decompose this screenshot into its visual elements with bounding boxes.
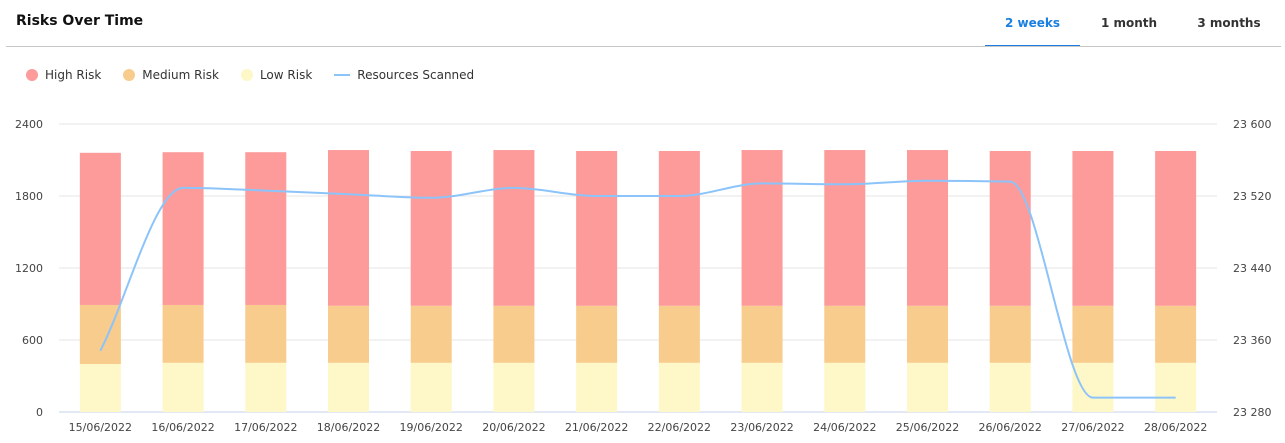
- bar-low-risk: [1072, 362, 1114, 412]
- y-left-tick-label: 1800: [15, 190, 43, 203]
- line-resources-scanned: [99, 179, 1176, 399]
- legend-label: Medium Risk: [142, 68, 219, 82]
- bar-medium-risk: [576, 305, 618, 363]
- legend-resources-scanned[interactable]: Resources Scanned: [334, 68, 474, 82]
- bar-medium-risk: [410, 305, 452, 363]
- x-tick-label: 17/06/2022: [234, 421, 297, 434]
- bar-medium-risk: [1155, 305, 1197, 363]
- bar-low-risk: [907, 362, 948, 412]
- y-right-tick-label: 23 600: [1233, 118, 1272, 131]
- bar-high-risk: [493, 150, 535, 306]
- x-tick-label: 24/06/2022: [813, 421, 876, 434]
- y-left-tick-label: 600: [22, 334, 43, 347]
- bar-low-risk: [1155, 362, 1197, 412]
- header-divider: [6, 46, 1281, 47]
- x-tick-label: 16/06/2022: [151, 421, 214, 434]
- legend-high-risk[interactable]: High Risk: [26, 68, 101, 82]
- line-icon: [334, 74, 351, 76]
- bar-high-risk: [907, 150, 948, 306]
- x-tick-label: 20/06/2022: [482, 421, 545, 434]
- x-tick-label: 23/06/2022: [730, 421, 793, 434]
- bar-high-risk: [162, 152, 204, 305]
- legend-label: High Risk: [45, 68, 102, 82]
- x-tick-label: 19/06/2022: [400, 421, 463, 434]
- bar-high-risk: [410, 151, 452, 306]
- y-right-tick-label: 23 440: [1233, 262, 1272, 275]
- bar-low-risk: [824, 362, 866, 412]
- x-tick-label: 18/06/2022: [317, 421, 380, 434]
- y-left-tick-label: 2400: [15, 118, 43, 131]
- bar-medium-risk: [493, 305, 535, 363]
- legend-label: Resources Scanned: [357, 68, 475, 82]
- bar-high-risk: [1072, 151, 1114, 306]
- y-right-tick-label: 23 520: [1233, 190, 1272, 203]
- bar-medium-risk: [989, 305, 1031, 363]
- low-risk-dot-icon: [240, 69, 253, 81]
- high-risk-dot-icon: [26, 69, 38, 81]
- bar-low-risk: [79, 364, 121, 412]
- bar-medium-risk: [162, 304, 204, 363]
- bar-high-risk: [824, 150, 866, 306]
- x-tick-label: 15/06/2022: [69, 421, 132, 434]
- bar-medium-risk: [328, 305, 369, 363]
- bar-low-risk: [410, 362, 452, 412]
- x-tick-label: 22/06/2022: [648, 421, 711, 434]
- bar-medium-risk: [245, 304, 287, 363]
- legend: High Risk Medium Risk Low Risk Resources…: [26, 68, 474, 82]
- legend-label: Low Risk: [259, 68, 313, 82]
- bar-high-risk: [741, 150, 783, 306]
- legend-low-risk[interactable]: Low Risk: [240, 68, 313, 82]
- legend-medium-risk[interactable]: Medium Risk: [123, 68, 219, 82]
- x-tick-label: 21/06/2022: [565, 421, 628, 434]
- medium-risk-dot-icon: [123, 69, 136, 81]
- chart-title: Risks Over Time: [16, 13, 144, 29]
- bar-low-risk: [658, 362, 700, 412]
- bar-low-risk: [493, 362, 535, 412]
- bar-high-risk: [79, 152, 121, 305]
- tab-3-months[interactable]: 3 months: [1197, 16, 1261, 30]
- bar-low-risk: [328, 362, 369, 412]
- bar-medium-risk: [79, 304, 121, 364]
- y-left-tick-label: 0: [36, 406, 43, 419]
- bar-high-risk: [1155, 151, 1197, 306]
- tab-1-month[interactable]: 1 month: [1100, 16, 1158, 30]
- bar-high-risk: [576, 151, 618, 306]
- y-right-tick-label: 23 280: [1233, 406, 1272, 419]
- bar-low-risk: [245, 362, 287, 412]
- bar-low-risk: [989, 362, 1031, 412]
- bar-low-risk: [162, 362, 204, 412]
- bar-medium-risk: [907, 305, 948, 363]
- y-right-tick-label: 23 360: [1233, 334, 1272, 347]
- bar-high-risk: [658, 151, 700, 306]
- x-tick-label: 28/06/2022: [1144, 421, 1207, 434]
- x-tick-label: 27/06/2022: [1061, 421, 1124, 434]
- bar-low-risk: [741, 362, 783, 412]
- bar-medium-risk: [1072, 305, 1114, 363]
- x-tick-label: 26/06/2022: [979, 421, 1042, 434]
- bar-low-risk: [576, 362, 618, 412]
- bar-medium-risk: [658, 305, 700, 363]
- bar-high-risk: [989, 151, 1031, 306]
- y-left-tick-label: 1200: [15, 262, 43, 275]
- bar-high-risk: [328, 150, 369, 306]
- bar-high-risk: [245, 152, 287, 305]
- x-tick-label: 25/06/2022: [896, 421, 959, 434]
- bar-medium-risk: [741, 305, 783, 363]
- bar-medium-risk: [824, 305, 866, 363]
